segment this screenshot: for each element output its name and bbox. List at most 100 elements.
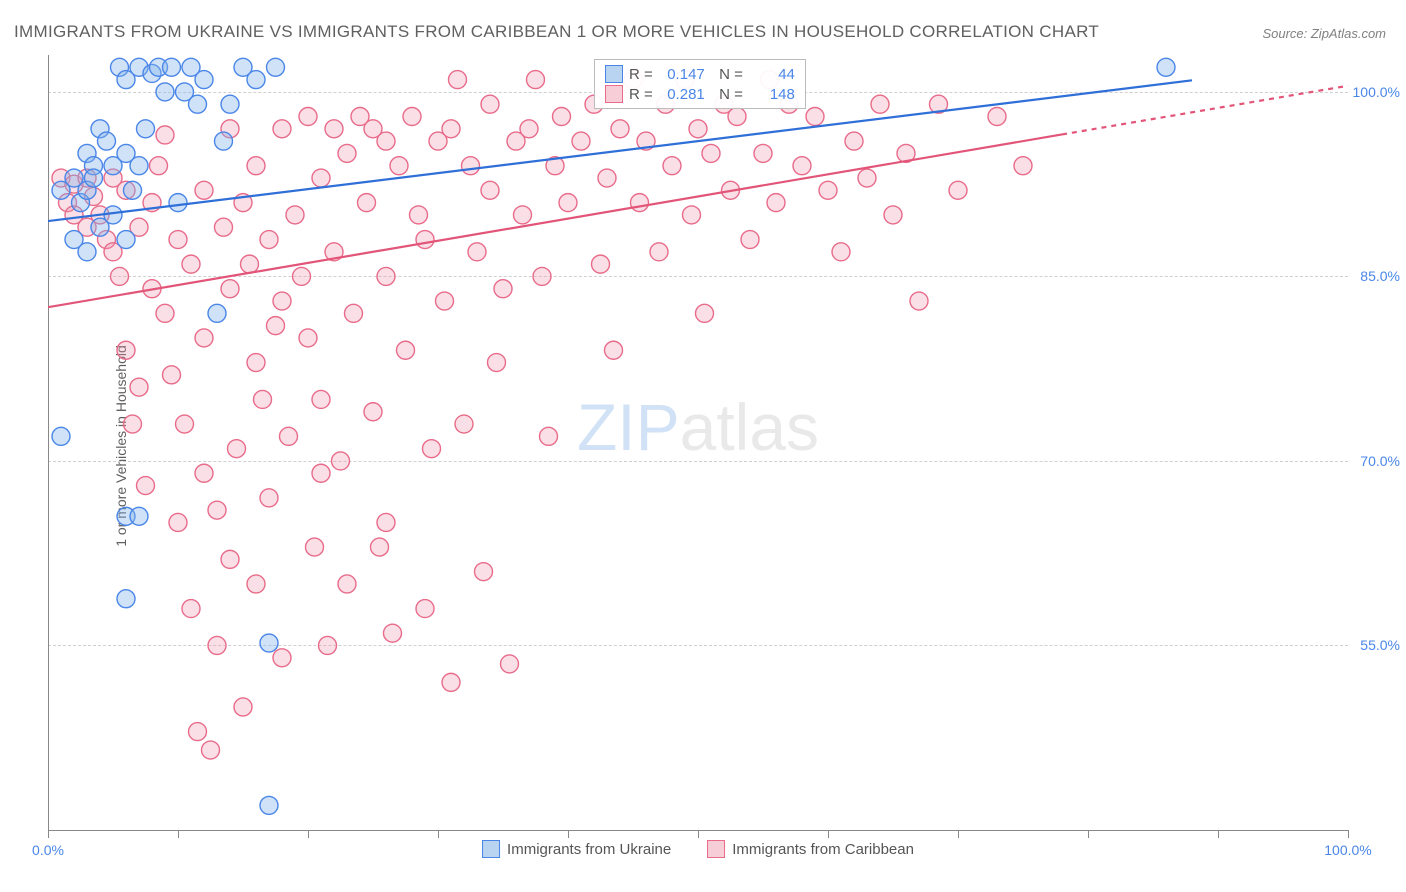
data-point-caribbean	[169, 513, 187, 531]
data-point-caribbean	[202, 741, 220, 759]
legend-swatch-icon	[605, 65, 623, 83]
data-point-caribbean	[332, 452, 350, 470]
data-point-caribbean	[312, 464, 330, 482]
data-point-caribbean	[592, 255, 610, 273]
data-point-caribbean	[397, 341, 415, 359]
data-point-caribbean	[273, 649, 291, 667]
legend-series: Immigrants from UkraineImmigrants from C…	[482, 840, 914, 858]
data-point-caribbean	[260, 489, 278, 507]
data-point-caribbean	[533, 267, 551, 285]
data-point-caribbean	[514, 206, 532, 224]
data-point-caribbean	[299, 108, 317, 126]
data-point-ukraine	[221, 95, 239, 113]
plot-area: ZIPatlas 55.0%70.0%85.0%100.0%0.0%100.0%…	[48, 55, 1348, 830]
data-point-caribbean	[689, 120, 707, 138]
data-point-ukraine	[267, 58, 285, 76]
data-point-ukraine	[117, 231, 135, 249]
data-point-caribbean	[163, 366, 181, 384]
data-point-caribbean	[884, 206, 902, 224]
r-value: 0.281	[659, 86, 705, 103]
data-point-caribbean	[371, 538, 389, 556]
data-point-caribbean	[117, 341, 135, 359]
x-tick	[1348, 830, 1349, 838]
data-point-ukraine	[208, 304, 226, 322]
data-point-caribbean	[650, 243, 668, 261]
data-point-caribbean	[358, 194, 376, 212]
data-point-ukraine	[130, 507, 148, 525]
r-value: 0.147	[659, 66, 705, 83]
scatter-svg	[48, 55, 1348, 830]
data-point-caribbean	[247, 157, 265, 175]
data-point-ukraine	[169, 194, 187, 212]
data-point-caribbean	[481, 95, 499, 113]
data-point-ukraine	[98, 132, 116, 150]
data-point-caribbean	[403, 108, 421, 126]
x-tick	[438, 830, 439, 838]
data-point-caribbean	[819, 181, 837, 199]
data-point-caribbean	[871, 95, 889, 113]
source-label: Source: ZipAtlas.com	[1262, 26, 1386, 41]
data-point-caribbean	[910, 292, 928, 310]
data-point-caribbean	[423, 440, 441, 458]
legend-swatch-icon	[482, 840, 500, 858]
data-point-caribbean	[553, 108, 571, 126]
x-tick	[48, 830, 49, 838]
x-tick	[568, 830, 569, 838]
data-point-caribbean	[527, 71, 545, 89]
data-point-caribbean	[663, 157, 681, 175]
y-tick-label: 55.0%	[1360, 637, 1400, 653]
data-point-caribbean	[702, 144, 720, 162]
data-point-caribbean	[169, 231, 187, 249]
data-point-caribbean	[845, 132, 863, 150]
data-point-caribbean	[195, 329, 213, 347]
data-point-caribbean	[572, 132, 590, 150]
data-point-caribbean	[806, 108, 824, 126]
data-point-caribbean	[377, 132, 395, 150]
data-point-ukraine	[52, 427, 70, 445]
x-tick	[698, 830, 699, 838]
x-tick-label: 100.0%	[1324, 842, 1371, 858]
data-point-ukraine	[260, 796, 278, 814]
data-point-ukraine	[163, 58, 181, 76]
chart-container: IMMIGRANTS FROM UKRAINE VS IMMIGRANTS FR…	[0, 0, 1406, 892]
x-tick	[178, 830, 179, 838]
data-point-ukraine	[1157, 58, 1175, 76]
data-point-caribbean	[280, 427, 298, 445]
data-point-caribbean	[481, 181, 499, 199]
data-point-caribbean	[195, 181, 213, 199]
data-point-caribbean	[949, 181, 967, 199]
data-point-caribbean	[988, 108, 1006, 126]
data-point-caribbean	[273, 292, 291, 310]
data-point-caribbean	[364, 403, 382, 421]
data-point-caribbean	[1014, 157, 1032, 175]
data-point-ukraine	[117, 590, 135, 608]
data-point-caribbean	[306, 538, 324, 556]
y-tick-label: 100.0%	[1353, 84, 1400, 100]
data-point-caribbean	[442, 673, 460, 691]
data-point-caribbean	[741, 231, 759, 249]
data-point-caribbean	[377, 513, 395, 531]
data-point-caribbean	[195, 464, 213, 482]
n-label: N =	[711, 66, 743, 83]
data-point-caribbean	[215, 218, 233, 236]
chart-title: IMMIGRANTS FROM UKRAINE VS IMMIGRANTS FR…	[14, 22, 1099, 42]
data-point-caribbean	[832, 243, 850, 261]
data-point-caribbean	[468, 243, 486, 261]
data-point-ukraine	[195, 71, 213, 89]
data-point-caribbean	[182, 600, 200, 618]
data-point-caribbean	[247, 575, 265, 593]
legend-item: Immigrants from Caribbean	[707, 840, 914, 858]
data-point-caribbean	[416, 231, 434, 249]
legend-label: Immigrants from Caribbean	[732, 841, 914, 858]
x-tick	[958, 830, 959, 838]
x-tick	[308, 830, 309, 838]
data-point-caribbean	[754, 144, 772, 162]
data-point-caribbean	[436, 292, 454, 310]
data-point-ukraine	[156, 83, 174, 101]
r-label: R =	[629, 66, 653, 83]
data-point-caribbean	[455, 415, 473, 433]
trend-line-caribbean-dashed	[1062, 86, 1348, 135]
legend-stats: R =0.147 N =44R =0.281 N =148	[594, 59, 806, 109]
data-point-ukraine	[247, 71, 265, 89]
data-point-caribbean	[462, 157, 480, 175]
